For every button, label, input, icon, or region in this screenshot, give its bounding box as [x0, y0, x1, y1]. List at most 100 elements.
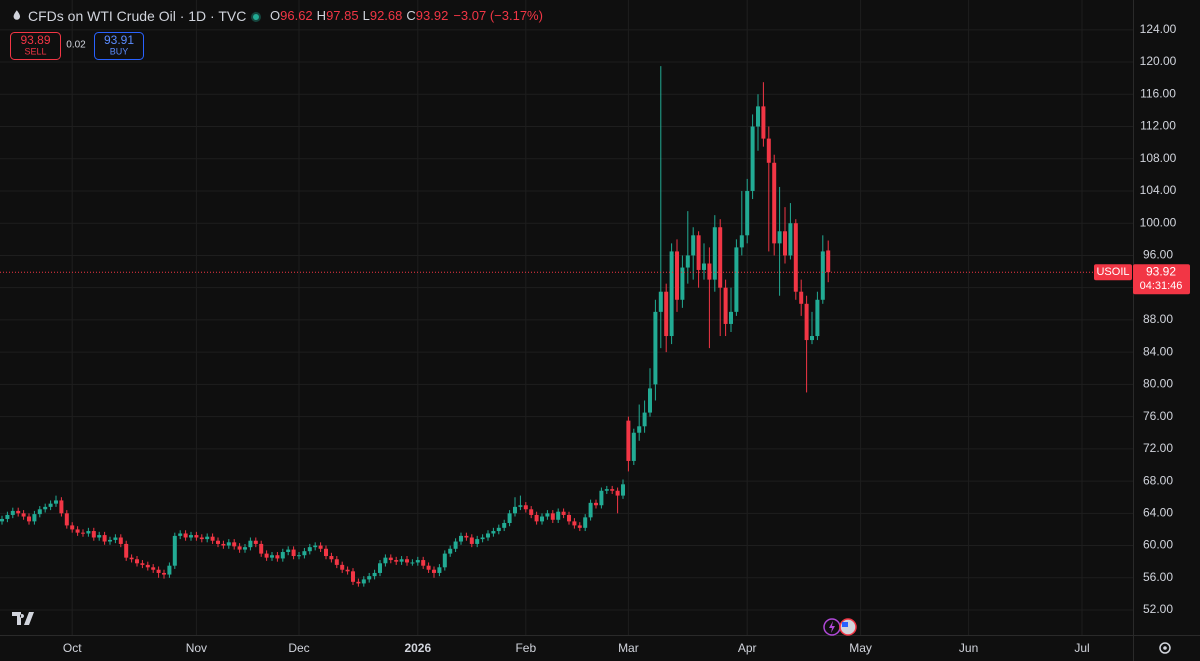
legend: CFDs on WTI Crude Oil · 1D · TVC	[28, 8, 246, 24]
candle-body	[135, 559, 139, 564]
y-tick-label: 108.00	[1140, 151, 1177, 165]
overlay: USOIL 93.92 04:31:46	[0, 264, 1190, 295]
l-value: 92.68	[370, 8, 403, 23]
candle-body	[183, 533, 188, 538]
candle-body	[189, 535, 193, 538]
candle-body	[5, 514, 10, 519]
c-label: C	[406, 8, 415, 23]
symbol: CFDs on WTI Crude Oil · 1D · TVC	[28, 8, 246, 24]
logo[interactable]	[12, 612, 34, 625]
symbol-tag	[1094, 264, 1132, 281]
candle-body	[637, 426, 642, 433]
candle-body	[729, 311, 733, 324]
candle-body	[626, 420, 631, 461]
candle-body	[410, 562, 415, 564]
buy-label[interactable]: BUY	[110, 46, 129, 56]
candle-body	[378, 563, 382, 573]
y-tick-label: 80.00	[1143, 377, 1173, 391]
candle-body	[696, 235, 701, 270]
settings-icon[interactable]	[1159, 642, 1171, 654]
candle-body	[572, 521, 577, 526]
candle-body	[70, 525, 75, 530]
candle-body	[577, 525, 582, 528]
candle-body	[329, 556, 334, 560]
candle-body	[108, 539, 112, 542]
candle-body	[113, 537, 118, 540]
candle-body	[324, 548, 328, 557]
sell-label[interactable]: SELL	[24, 46, 46, 56]
candle-body	[367, 576, 372, 580]
candle-body	[496, 527, 501, 532]
event-bolt	[829, 621, 835, 633]
candle-body	[615, 490, 620, 496]
candle-body	[388, 557, 393, 561]
candle-body	[81, 532, 85, 534]
candle-body	[491, 531, 496, 534]
sell-button[interactable]	[10, 32, 61, 60]
x-tick-label: Oct	[63, 641, 82, 655]
candle-body	[604, 489, 609, 491]
candle-body	[162, 572, 166, 575]
candle-body	[167, 565, 172, 575]
candle-body	[216, 540, 220, 544]
candle-body	[243, 547, 247, 550]
candle-body	[140, 563, 145, 565]
candle-body	[675, 251, 679, 300]
candle-body	[226, 542, 231, 546]
candle-body	[383, 557, 388, 564]
candle-body	[318, 545, 323, 549]
candle-body	[739, 235, 744, 248]
settings-hub	[1163, 646, 1167, 650]
candle-body	[561, 511, 566, 515]
candle-body	[205, 536, 210, 540]
candle-body	[453, 541, 458, 549]
candle-body	[97, 535, 102, 538]
o-label: O	[270, 8, 280, 23]
candle-body	[151, 567, 156, 570]
candle-body	[550, 513, 555, 520]
h-value: 97.85	[326, 8, 359, 23]
candle-body	[502, 522, 507, 528]
price-tag	[1133, 264, 1190, 295]
symbol-label: USOIL	[1096, 266, 1129, 278]
candle-body	[313, 545, 318, 548]
candle-body	[788, 223, 793, 256]
y-tick-label: 64.00	[1143, 505, 1173, 519]
candle-body	[664, 291, 669, 337]
y-tick-label: 68.00	[1143, 473, 1173, 487]
sell-price[interactable]: 93.89	[20, 33, 50, 47]
candle-body	[91, 531, 96, 538]
ohlc: O96.62 H97.85 L92.68 C93.92 −3.07 (−3.17%)	[270, 8, 543, 23]
y-tick-label: 76.00	[1143, 409, 1173, 423]
flag-canton	[842, 622, 848, 627]
candle-body	[480, 537, 485, 540]
candle-body	[826, 250, 831, 273]
y-tick-label: 88.00	[1143, 312, 1173, 326]
candle-body	[810, 336, 814, 341]
candle-body	[421, 560, 426, 566]
candle-body	[594, 502, 598, 506]
x-tick-label: Jun	[959, 641, 978, 655]
candle-body	[567, 514, 571, 522]
candle-body	[172, 535, 177, 566]
candle-body	[702, 263, 706, 270]
candle-body	[356, 581, 361, 584]
buy-price[interactable]: 93.91	[104, 33, 134, 47]
drop-icon	[13, 10, 20, 20]
y-tick-label: 52.00	[1143, 602, 1173, 616]
candle-body	[442, 553, 447, 568]
candle-body	[372, 572, 377, 577]
candle-body	[475, 539, 480, 544]
candle-body	[37, 509, 42, 515]
buy-button[interactable]	[94, 32, 144, 60]
candle-body	[54, 500, 58, 504]
spread: 0.02	[66, 40, 86, 51]
candle-body	[264, 553, 269, 558]
candle-body	[820, 251, 825, 300]
y-tick-label: 124.00	[1140, 22, 1177, 36]
candle-body	[232, 542, 237, 547]
candle-body	[448, 548, 453, 554]
